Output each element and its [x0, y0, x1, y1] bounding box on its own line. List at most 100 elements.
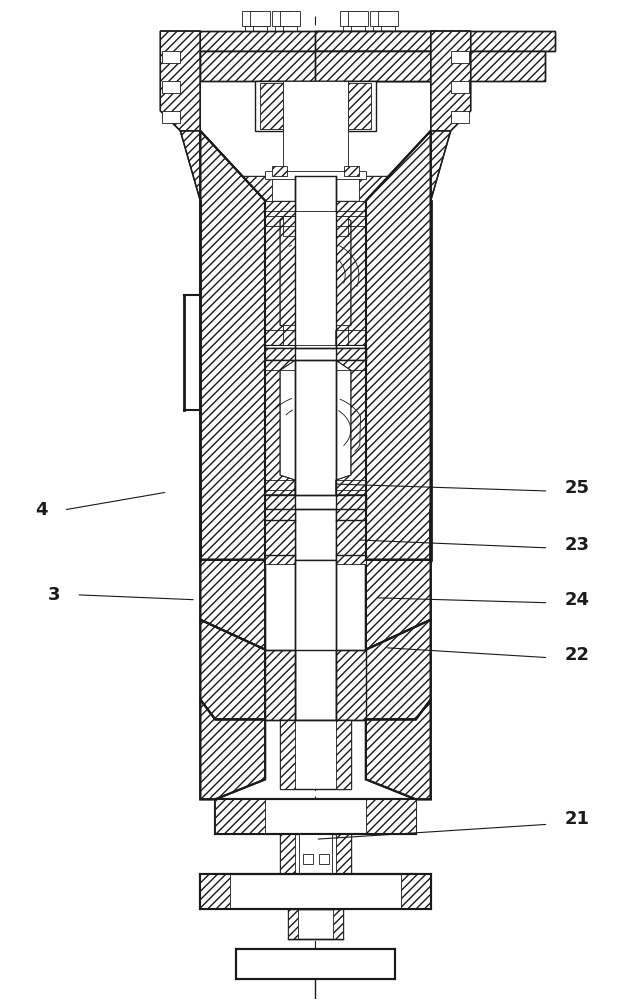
Polygon shape — [265, 360, 295, 495]
Bar — [265, 650, 295, 720]
Bar — [319, 854, 329, 864]
Bar — [333, 909, 343, 939]
Bar — [272, 166, 287, 176]
Polygon shape — [180, 131, 265, 201]
Bar — [336, 325, 348, 345]
Bar — [265, 211, 366, 345]
Text: 4: 4 — [35, 501, 48, 519]
Bar — [265, 495, 366, 509]
Polygon shape — [336, 211, 366, 345]
Bar — [265, 348, 366, 360]
Bar — [200, 874, 230, 909]
Bar — [336, 211, 366, 345]
Bar — [336, 211, 366, 345]
Bar — [242, 11, 262, 26]
Bar — [245, 26, 259, 34]
Polygon shape — [200, 131, 265, 560]
Polygon shape — [336, 360, 366, 495]
Bar — [236, 949, 395, 979]
Bar — [336, 650, 366, 720]
Bar — [366, 799, 416, 834]
Bar — [283, 216, 295, 236]
Bar — [162, 81, 180, 93]
Bar — [336, 495, 366, 509]
Polygon shape — [366, 131, 431, 560]
Bar — [265, 509, 295, 564]
Bar — [195, 31, 436, 51]
Bar — [381, 26, 395, 34]
Bar — [162, 111, 180, 123]
Bar — [295, 560, 336, 720]
Bar — [359, 176, 401, 201]
Bar — [260, 83, 315, 129]
Polygon shape — [366, 131, 451, 201]
Bar — [280, 834, 295, 874]
Bar — [295, 211, 336, 345]
Bar — [283, 81, 348, 131]
Bar — [295, 176, 336, 560]
Bar — [250, 11, 270, 26]
Bar — [336, 834, 351, 874]
Bar — [295, 360, 336, 495]
Text: 3: 3 — [48, 586, 61, 604]
Bar — [303, 854, 313, 864]
Bar — [230, 176, 401, 201]
Bar — [373, 26, 387, 34]
Bar — [280, 11, 300, 26]
Bar — [348, 11, 368, 26]
Bar — [451, 51, 469, 63]
Bar — [378, 11, 398, 26]
Bar — [200, 51, 431, 81]
Bar — [280, 720, 295, 789]
Bar — [340, 11, 360, 26]
Polygon shape — [431, 31, 471, 131]
Bar — [401, 874, 431, 909]
Bar — [215, 799, 265, 834]
Polygon shape — [366, 620, 431, 720]
Bar — [336, 211, 366, 345]
Bar — [265, 211, 295, 345]
Bar — [315, 51, 545, 81]
Bar — [336, 216, 348, 236]
Bar — [344, 166, 359, 176]
Polygon shape — [200, 620, 265, 720]
Bar — [315, 31, 555, 51]
Bar — [336, 720, 351, 789]
Bar — [283, 26, 297, 34]
Bar — [288, 909, 343, 939]
Bar — [200, 874, 431, 909]
Bar — [336, 348, 366, 360]
Bar — [370, 11, 390, 26]
Bar — [283, 81, 348, 201]
Bar — [272, 11, 292, 26]
Bar — [451, 81, 469, 93]
Bar — [315, 51, 545, 81]
Polygon shape — [265, 211, 295, 345]
Bar — [351, 26, 365, 34]
Bar — [288, 909, 298, 939]
Bar — [265, 348, 295, 360]
Bar — [299, 834, 332, 874]
Bar — [200, 51, 431, 81]
Bar — [315, 31, 555, 51]
Bar — [280, 720, 351, 789]
Bar — [215, 799, 416, 834]
Text: 22: 22 — [564, 646, 589, 664]
Polygon shape — [160, 31, 200, 131]
Polygon shape — [200, 509, 265, 650]
Bar — [265, 171, 366, 179]
Polygon shape — [366, 509, 431, 650]
Bar — [280, 834, 351, 874]
Bar — [336, 201, 366, 216]
Text: 21: 21 — [564, 810, 589, 828]
Bar — [265, 495, 295, 509]
Bar — [195, 31, 436, 51]
Bar — [162, 51, 180, 63]
Bar — [343, 26, 357, 34]
Bar — [451, 111, 469, 123]
Text: 24: 24 — [564, 591, 589, 609]
Polygon shape — [366, 700, 431, 799]
Bar — [230, 176, 272, 201]
Bar — [265, 201, 295, 216]
Text: 25: 25 — [564, 479, 589, 497]
